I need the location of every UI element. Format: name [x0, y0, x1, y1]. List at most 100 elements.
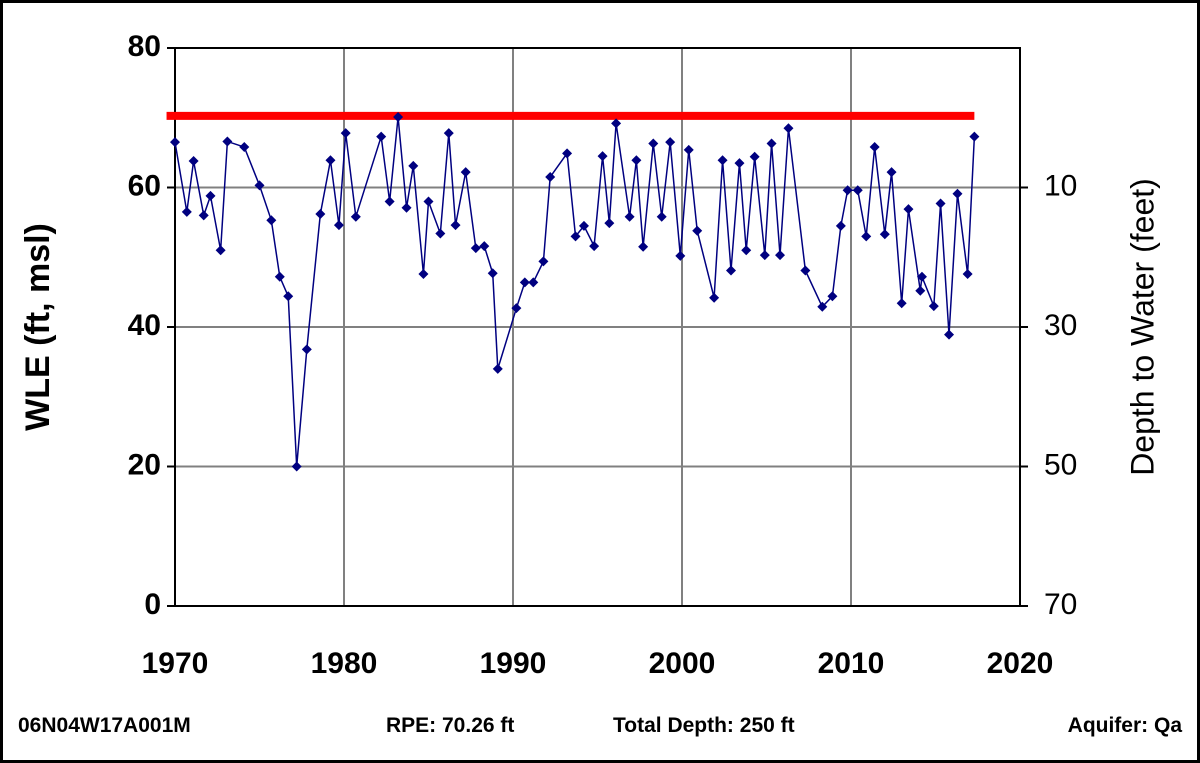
data-point: [460, 167, 471, 178]
y-tick-label: 60: [128, 169, 161, 202]
data-point: [470, 243, 481, 254]
well-id: 06N04W17A001M: [18, 714, 191, 737]
data-point: [842, 185, 853, 196]
data-point: [333, 220, 344, 231]
data-point: [944, 329, 955, 340]
x-tick-label: 1990: [480, 647, 547, 680]
data-point: [879, 229, 890, 240]
data-point: [827, 291, 838, 302]
data-point: [717, 155, 728, 166]
data-point: [665, 137, 676, 148]
data-point: [511, 303, 522, 314]
data-point: [545, 172, 556, 183]
data-point: [215, 245, 226, 256]
data-point: [254, 180, 265, 191]
data-point: [759, 250, 770, 261]
data-point: [315, 209, 326, 220]
data-point: [675, 250, 686, 261]
data-point: [869, 142, 880, 153]
data-point: [709, 292, 720, 303]
data-point: [928, 301, 939, 312]
data-point: [741, 245, 752, 256]
data-point: [683, 144, 694, 155]
data-point: [188, 155, 199, 166]
plot-border: [174, 47, 1021, 607]
y-tick-label: 80: [128, 30, 161, 63]
data-point: [692, 225, 703, 236]
data-point: [170, 137, 180, 148]
y-tick-label: 20: [128, 448, 161, 481]
data-point: [896, 298, 907, 309]
data-point: [393, 112, 404, 123]
data-point: [861, 231, 872, 242]
data-point: [423, 196, 434, 207]
data-point: [519, 277, 530, 288]
y2-tick-label: 70: [1044, 588, 1077, 621]
data-point: [886, 167, 897, 178]
data-point: [181, 206, 192, 217]
data-point: [783, 123, 794, 134]
x-tick-label: 2010: [818, 647, 885, 680]
data-point: [401, 202, 412, 213]
data-point: [631, 155, 642, 166]
data-point: [198, 210, 209, 221]
data-point: [969, 131, 980, 142]
data-point: [384, 196, 395, 207]
data-point: [734, 158, 745, 169]
data-point: [597, 151, 608, 162]
data-line: [174, 116, 976, 467]
data-point: [611, 118, 622, 129]
data-point: [916, 271, 927, 282]
x-tick-label: 1980: [311, 647, 378, 680]
data-point: [962, 268, 973, 279]
data-point: [418, 268, 429, 279]
data-point: [766, 138, 777, 149]
data-point: [589, 241, 600, 252]
data-point: [492, 363, 503, 374]
total-depth: Total Depth: 250 ft: [613, 714, 795, 737]
data-point: [325, 155, 336, 166]
data-point: [340, 128, 351, 139]
data-point: [443, 128, 454, 139]
data-point: [205, 190, 216, 201]
data-point: [291, 461, 302, 472]
data-point: [624, 211, 635, 222]
y2-axis-title: Depth to Water (feet): [1124, 178, 1160, 476]
y-tick-label: 40: [128, 309, 161, 342]
data-point: [450, 220, 461, 231]
x-tick-label: 2020: [987, 647, 1054, 680]
data-point: [775, 250, 786, 261]
data-point: [274, 271, 285, 282]
y2-tick-label: 10: [1044, 169, 1077, 202]
rpe: RPE: 70.26 ft: [386, 714, 514, 737]
data-point: [935, 198, 946, 209]
data-point: [479, 241, 490, 252]
data-point: [604, 218, 615, 229]
x-tick-label: 2000: [649, 647, 716, 680]
data-point: [570, 231, 581, 242]
data-point: [915, 285, 926, 296]
data-point: [656, 211, 667, 222]
data-point: [952, 188, 963, 199]
data-point: [903, 204, 914, 215]
data-point: [562, 148, 573, 159]
data-point: [800, 265, 811, 276]
data-point: [578, 220, 589, 231]
data-point: [239, 142, 250, 153]
data-point: [301, 344, 312, 355]
data-point: [350, 211, 361, 222]
y2-tick-label: 30: [1044, 309, 1077, 342]
data-point: [266, 215, 277, 226]
data-point: [408, 160, 419, 171]
data-point: [648, 138, 659, 149]
data-point: [817, 301, 828, 312]
y2-tick-label: 50: [1044, 448, 1077, 481]
aquifer: Aquifer: Qa: [1068, 714, 1183, 737]
data-point: [435, 228, 446, 239]
data-point: [538, 256, 549, 267]
data-point: [638, 241, 649, 252]
data-point: [487, 268, 498, 279]
y-axis-title: WLE (ft, msl): [19, 223, 57, 431]
